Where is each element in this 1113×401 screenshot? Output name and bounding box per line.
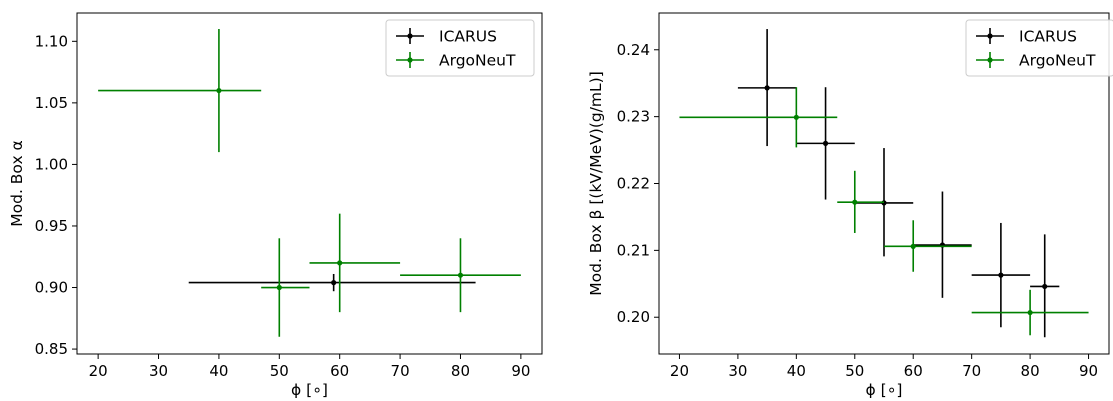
data-point xyxy=(276,284,282,291)
x-tick-label: 90 xyxy=(1079,362,1098,380)
series-argoneut xyxy=(679,87,1089,336)
data-point xyxy=(852,199,858,205)
series-icarus xyxy=(737,29,1060,338)
plot-frame xyxy=(76,12,543,355)
y-tick-label: 0.20 xyxy=(617,308,650,326)
x-tick-label: 20 xyxy=(89,362,108,380)
x-tick-label: 60 xyxy=(904,362,923,380)
legend-box xyxy=(385,19,535,77)
legend-label: ICARUS xyxy=(1019,28,1077,46)
legend-label: ICARUS xyxy=(439,28,497,46)
data-point xyxy=(457,272,464,278)
data-point xyxy=(764,85,770,91)
x-axis-label: ϕ [∘] xyxy=(866,381,903,399)
data-point xyxy=(337,260,343,266)
x-tick-label: 50 xyxy=(845,362,864,380)
legend-label: ArgoNeuT xyxy=(1019,52,1096,70)
x-tick-label: 40 xyxy=(209,362,228,380)
y-tick-label: 0.23 xyxy=(617,108,650,126)
y-tick-label: 0.90 xyxy=(35,279,68,297)
x-axis-label: ϕ [∘] xyxy=(291,381,328,399)
x-tick-label: 50 xyxy=(270,362,289,380)
data-point xyxy=(331,279,337,286)
x-tick-label: 80 xyxy=(451,362,470,380)
right-chart-panel: 20 30 40 50 60 70 80 90 0.20 0.21 0.22 0.23 0.24 ϕ [∘… xyxy=(587,12,1113,399)
y-tick-label: 1.05 xyxy=(35,94,68,112)
legend-marker-dot xyxy=(407,57,413,63)
data-point xyxy=(216,87,222,94)
x-tick-label: 90 xyxy=(511,362,530,380)
x-tick-label: 30 xyxy=(728,362,747,380)
legend: ICARUS ArgoNeuT xyxy=(385,19,535,77)
legend-box xyxy=(965,19,1113,77)
legend-label: ArgoNeuT xyxy=(439,52,516,70)
y-axis-label: Mod. Box α xyxy=(8,140,26,227)
x-tick-label: 20 xyxy=(670,362,689,380)
data-point xyxy=(998,272,1004,278)
left-chart-panel: 20 30 40 50 60 70 80 90 0.85 0.90 0.95 1.00 1.05 1.10… xyxy=(8,12,543,399)
x-tick-label: 70 xyxy=(391,362,410,380)
y-axis-label: Mod. Box β [(kV/MeV)(g/mL)] xyxy=(587,71,605,296)
legend-marker-dot xyxy=(987,33,993,39)
x-tick-label: 70 xyxy=(962,362,981,380)
data-point xyxy=(1027,309,1033,316)
data-point xyxy=(910,243,916,249)
y-tick-label: 0.24 xyxy=(617,41,650,59)
series-icarus xyxy=(188,273,476,292)
legend-marker-dot xyxy=(407,33,413,39)
x-tick-label: 60 xyxy=(330,362,349,380)
legend-marker-dot xyxy=(987,57,993,63)
y-tick-label: 1.10 xyxy=(35,32,68,50)
series-argoneut xyxy=(98,29,521,337)
y-tick-label: 0.22 xyxy=(617,175,650,193)
data-point xyxy=(1042,283,1048,290)
y-tick-label: 1.00 xyxy=(35,155,68,173)
plot-frame xyxy=(658,12,1110,355)
y-tick-label: 0.95 xyxy=(35,217,68,235)
x-tick-label: 40 xyxy=(787,362,806,380)
data-point xyxy=(793,114,799,120)
y-tick-label: 0.21 xyxy=(617,241,650,259)
data-point xyxy=(822,140,829,146)
legend: ICARUS ArgoNeuT xyxy=(965,19,1113,77)
x-tick-label: 30 xyxy=(149,362,168,380)
y-tick-label: 0.85 xyxy=(35,340,68,358)
x-tick-label: 80 xyxy=(1021,362,1040,380)
